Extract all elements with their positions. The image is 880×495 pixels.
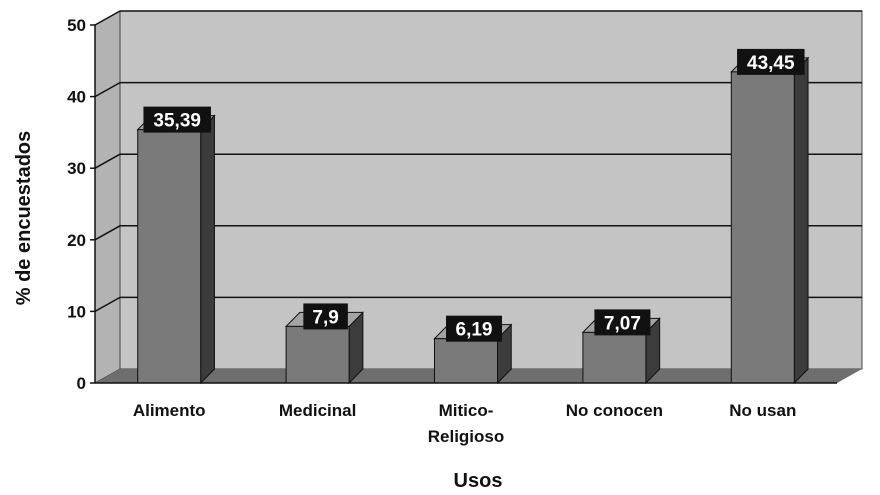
gridline-diagonal (94, 225, 121, 241)
gridline-diagonal (94, 10, 121, 26)
data-label: 35,39 (153, 111, 201, 132)
x-category-label: No usan (729, 401, 796, 420)
data-label-bg (446, 315, 502, 342)
bar-side (793, 56, 809, 385)
x-category-label: Alimento (133, 401, 206, 420)
bar-front (730, 71, 795, 384)
y-tick-label: 40 (67, 88, 86, 107)
bar-no-usan (730, 56, 810, 385)
bar-alimento (136, 114, 216, 385)
y-tick-label: 10 (67, 302, 86, 321)
y-tick-label: 50 (67, 16, 86, 35)
data-labels: 35,39 7,9 6,19 7,07 43,45 (143, 48, 805, 342)
gridline-diagonal (94, 153, 121, 169)
data-label-bg (303, 303, 348, 330)
y-tick-label: 30 (67, 159, 86, 178)
x-category-label: Mitico- (439, 401, 494, 420)
bar-side (200, 114, 215, 385)
gridline-diagonal (94, 296, 121, 313)
data-label: 7,9 (312, 307, 338, 328)
data-label-no-conocen: 7,07 (594, 309, 651, 336)
bar-front (434, 338, 498, 384)
y-tick-labels: 0 10 20 30 40 50 (67, 16, 86, 393)
y-tick-label: 0 (77, 374, 86, 393)
x-axis-title: Usos (454, 470, 503, 492)
data-label-no-usan: 43,45 (737, 48, 805, 75)
data-label-medicinal: 7,9 (303, 303, 348, 330)
bar-front (285, 325, 350, 384)
x-category-label: No conocen (566, 401, 663, 420)
y-tick-label: 20 (67, 231, 86, 250)
gridline-diagonal (94, 81, 121, 98)
data-label-alimento: 35,39 (143, 106, 211, 133)
data-label: 7,07 (604, 313, 641, 334)
data-label: 6,19 (456, 320, 493, 341)
data-label-bg (737, 48, 805, 75)
bar-front (582, 331, 647, 384)
data-label-bg (594, 309, 651, 336)
x-category-label: Medicinal (279, 401, 356, 420)
axes (90, 24, 837, 384)
bar-front (137, 129, 202, 384)
data-label-bg (143, 106, 211, 133)
x-category-label: Religioso (428, 427, 505, 446)
left-wall (94, 10, 121, 384)
data-label-mitico-religioso: 6,19 (446, 315, 502, 342)
y-axis-title: % de encuestados (13, 131, 35, 306)
data-label: 43,45 (747, 53, 795, 74)
x-category-labels: Alimento Medicinal Mitico- Religioso No cono… (133, 401, 796, 446)
